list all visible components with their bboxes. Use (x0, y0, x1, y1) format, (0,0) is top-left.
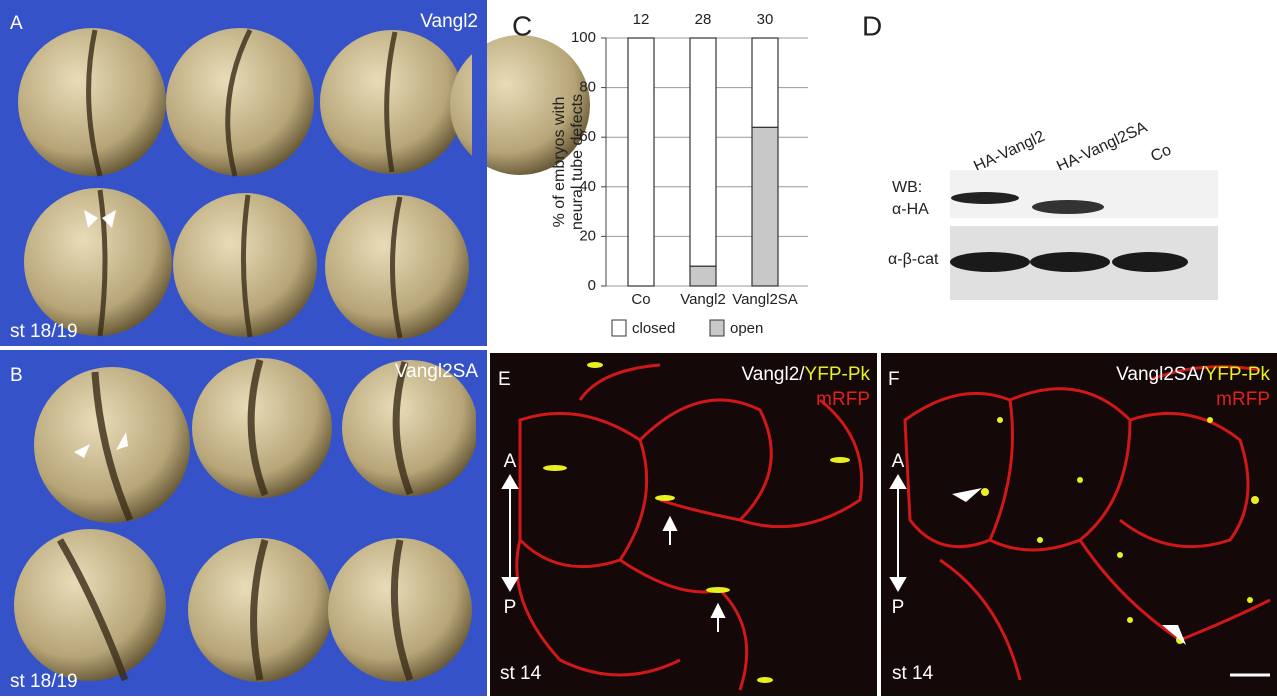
bar-segment (751, 37, 779, 128)
neural-folds (56, 359, 414, 682)
axis-label: P (892, 597, 905, 618)
panel-c: C 0 20 40 60 80 100 % of embryos with neural tu… (512, 10, 808, 337)
panel-letter: D (862, 10, 882, 41)
bar-segment (751, 126, 779, 287)
band (1112, 252, 1188, 272)
panel-label: mRFP (816, 389, 870, 410)
panel-label: Vangl2SA/YFP-Pk (1116, 364, 1270, 385)
band (1032, 200, 1104, 214)
panel-label: mRFP (1216, 389, 1270, 410)
panel-d: D HA-Vangl2 HA-Vangl2SA Co WB: α-HA α-β-… (862, 10, 1218, 300)
lane-label: Co (1148, 141, 1174, 165)
y-tick-label: 100 (571, 29, 596, 46)
axis-label: A (892, 451, 905, 472)
lane-label: HA-Vangl2SA (1054, 119, 1150, 176)
arrowhead (1162, 625, 1186, 645)
micrograph-bg (881, 353, 1277, 696)
panel-label: Vangl2/YFP-Pk (742, 364, 871, 385)
y-tick-label: 80 (579, 79, 596, 96)
x-tick-label: Co (631, 291, 650, 308)
photo-edge (476, 350, 487, 696)
panel-f: F Vangl2SA/YFP-Pk mRFP A P st 14 (881, 353, 1277, 696)
count-label: 30 (757, 11, 774, 28)
y-axis-label: % of embryos with (551, 97, 568, 228)
panel-letter: F (888, 369, 900, 390)
row-label: WB: (892, 179, 922, 196)
legend-swatch (611, 319, 627, 337)
row-label: α-β-cat (888, 251, 939, 268)
label-part: Vangl2/ (742, 364, 806, 385)
micrograph-bg (490, 353, 877, 696)
label-part: Vangl2SA/ (1116, 364, 1205, 385)
row-label: α-HA (892, 201, 929, 218)
label-part: YFP-Pk (1205, 364, 1271, 385)
panel-letter: E (498, 369, 511, 390)
panel-letter: A (10, 13, 23, 34)
x-tick-label: Vangl2 (680, 291, 726, 308)
band (1030, 252, 1110, 272)
neural-folds (86, 28, 403, 339)
bar-segment (689, 265, 717, 287)
stage-label: st 18/19 (10, 321, 78, 342)
arrowhead (116, 432, 128, 450)
panel-a: A Vangl2 st 18/19 (0, 0, 590, 346)
stage-label: st 14 (892, 663, 934, 684)
y-tick-label: 0 (588, 277, 596, 294)
ap-axis (889, 474, 1270, 677)
bar-segment (627, 37, 655, 287)
panel-label: Vangl2 (420, 11, 478, 32)
embryos (14, 358, 478, 682)
bar-segment (689, 37, 717, 267)
stage-label: st 18/19 (10, 671, 78, 692)
label-part: YFP-Pk (805, 364, 871, 385)
y-tick-label: 60 (579, 128, 596, 145)
lane-label: HA-Vangl2 (971, 128, 1047, 176)
band (950, 252, 1030, 272)
y-axis-label: neural tube defects (569, 94, 586, 230)
legend-swatch (709, 319, 725, 337)
legend-label: closed (632, 320, 675, 337)
legend-label: open (730, 320, 763, 337)
arrowhead (84, 210, 98, 228)
ap-axis (501, 474, 726, 632)
count-label: 28 (695, 11, 712, 28)
panel-e: E Vangl2/YFP-Pk mRFP A P st 14 (490, 353, 877, 696)
embryos (18, 28, 590, 339)
y-tick-label: 40 (579, 178, 596, 195)
band (951, 192, 1019, 204)
cell-outlines (903, 365, 1271, 681)
panel-b: B Vangl2SA st 18/19 (0, 350, 487, 696)
arrowhead (102, 210, 116, 228)
axis-label: A (504, 451, 517, 472)
arrowhead (952, 488, 982, 502)
yfp-puncta (543, 362, 850, 683)
axis-label: P (504, 597, 517, 618)
count-label: 12 (633, 11, 650, 28)
x-tick-label: Vangl2SA (732, 291, 798, 308)
panel-letter: B (10, 365, 23, 386)
panel-letter: C (512, 10, 532, 41)
photo-edge (472, 0, 487, 346)
y-tick-label: 20 (579, 227, 596, 244)
arrowhead (74, 444, 90, 458)
panel-label: Vangl2SA (395, 361, 478, 382)
stage-label: st 14 (500, 663, 542, 684)
